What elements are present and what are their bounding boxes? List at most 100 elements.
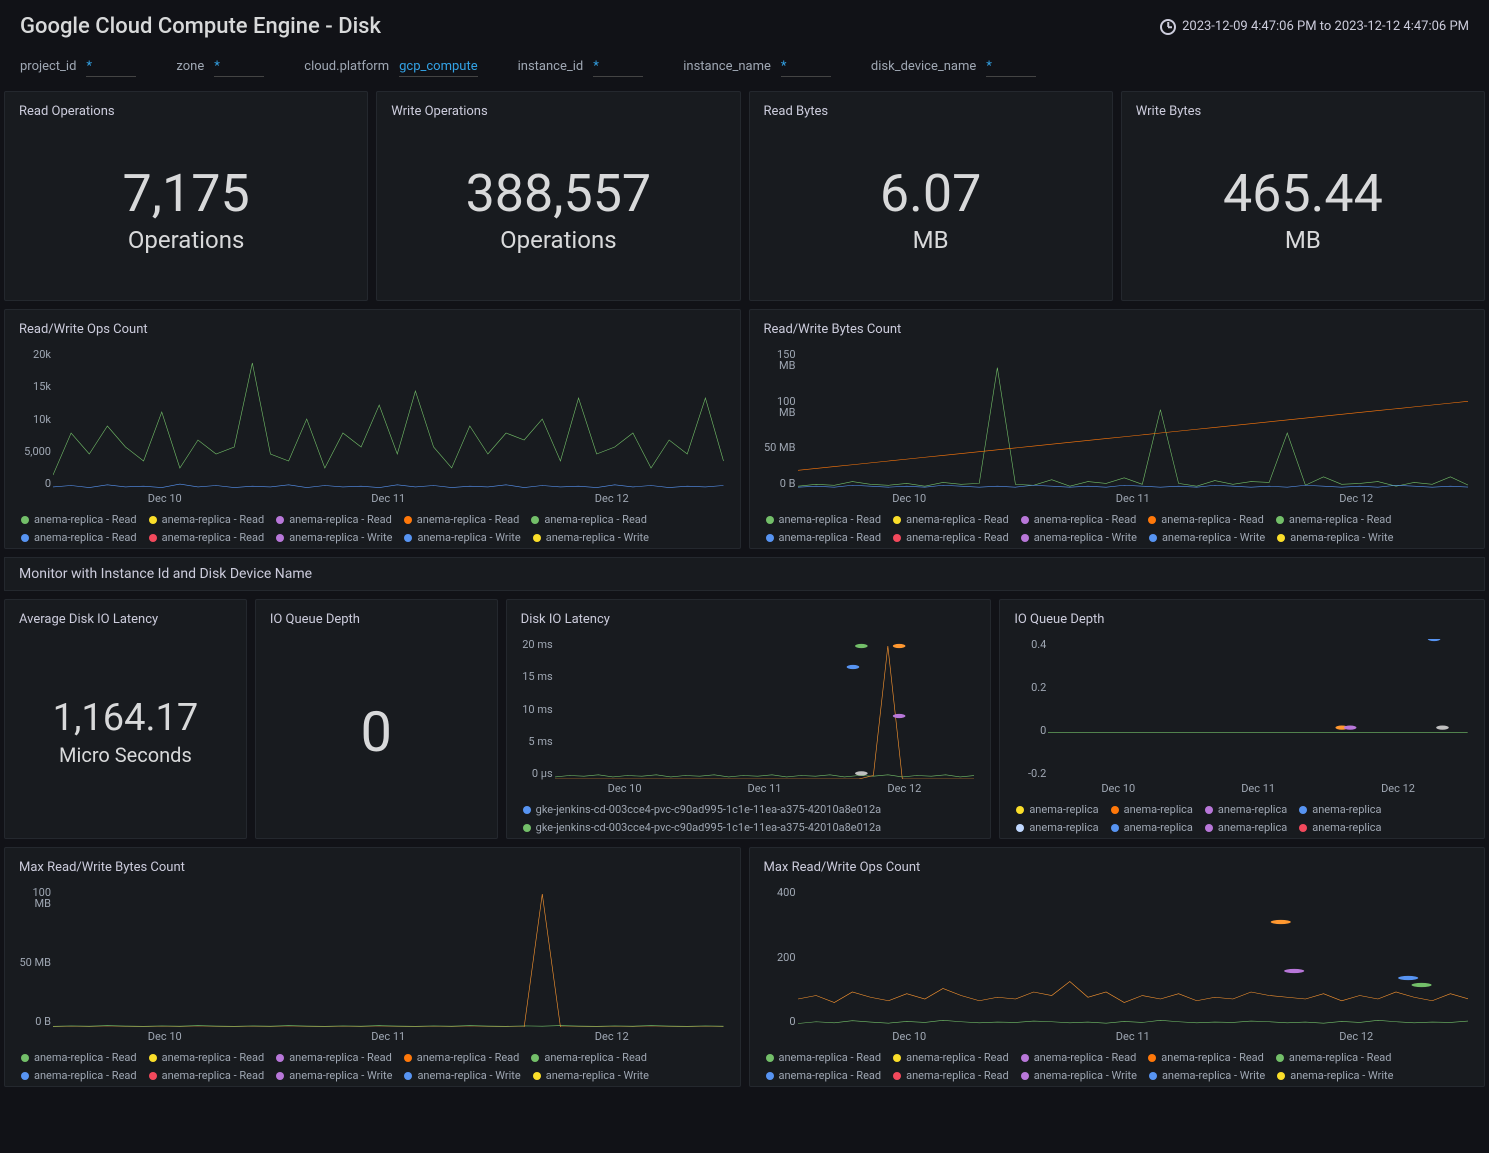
legend-item[interactable]: anema-replica - Read — [766, 1049, 882, 1067]
legend-item[interactable]: anema-replica - Write — [21, 1086, 137, 1087]
filter-disk-device-name[interactable]: disk_device_name * — [871, 59, 1036, 77]
legend-item[interactable]: anema-replica - Read — [766, 1067, 882, 1085]
legend-item[interactable]: anema-replica - Write — [1149, 529, 1265, 547]
section-header-monitor[interactable]: Monitor with Instance Id and Disk Device… — [4, 557, 1485, 591]
legend-item[interactable]: anema-replica - Read — [766, 529, 882, 547]
legend-item[interactable]: anema-replica - Read — [893, 1067, 1009, 1085]
legend-item[interactable]: anema-replica - Write — [766, 1086, 882, 1087]
legend-item[interactable]: anema-replica - Read — [21, 1049, 137, 1067]
legend-item[interactable]: anema-replica - Read — [893, 529, 1009, 547]
legend-item[interactable]: anema-replica — [1299, 801, 1381, 819]
legend-item[interactable]: anema-replica - Write — [404, 529, 520, 547]
legend-item[interactable]: anema-replica - Read — [149, 511, 265, 529]
panel-max-rw-ops[interactable]: Max Read/Write Ops Count 4002000Dec 10De… — [749, 847, 1486, 1087]
panel-write-bytes[interactable]: Write Bytes 465.44 MB — [1121, 91, 1485, 301]
legend-item[interactable]: anema-replica - Write — [276, 1067, 392, 1085]
filter-instance-id[interactable]: instance_id * — [518, 59, 644, 77]
legend-item[interactable]: disk-1 - Read — [1279, 548, 1355, 549]
legend-item[interactable]: anema-replica - Read — [893, 1049, 1009, 1067]
legend-item[interactable]: anema-replica - Read — [21, 529, 137, 547]
legend-item[interactable]: anema-replica - Read — [766, 511, 882, 529]
legend-item[interactable]: anema-replica - Read — [1276, 511, 1392, 529]
legend-item[interactable]: anema-replica - Write — [533, 1067, 649, 1085]
legend-item[interactable]: anema-replica - Read — [149, 529, 265, 547]
legend-item[interactable]: anema-replica - Read — [21, 1067, 137, 1085]
legend-item[interactable]: anema-replica - Write — [1150, 1086, 1266, 1087]
y-tick: -0.2 — [1010, 768, 1046, 779]
legend-item[interactable]: anema-replica - Read — [893, 511, 1009, 529]
legend-item[interactable]: anema-replica - Write — [1279, 1086, 1395, 1087]
legend-item[interactable]: gke-jenkins-cd-003cce4-pvc-c90ad995-1c1e… — [1016, 838, 1375, 839]
panel-max-rw-bytes[interactable]: Max Read/Write Bytes Count 100 MB50 MB0 … — [4, 847, 741, 1087]
legend-item[interactable]: anema-replica - Write — [21, 548, 137, 549]
legend-item[interactable]: anema-replica - Write — [1022, 1086, 1138, 1087]
legend-item[interactable]: anema-replica - Write — [534, 1086, 650, 1087]
legend-item[interactable]: anema-replica - Write — [1277, 529, 1393, 547]
legend-item[interactable]: anema-replica - Write — [894, 548, 1010, 549]
legend-item[interactable]: anema-replica — [1205, 819, 1287, 837]
legend-item[interactable]: anema-replica - Read — [1021, 1049, 1137, 1067]
filter-cloud-platform[interactable]: cloud.platform gcp_compute — [304, 59, 477, 77]
legend-item[interactable]: anema-replica - Write — [149, 1086, 265, 1087]
legend-item[interactable]: gke-jenkins-cd-003cce4-pvc-c90ad995-1c1e… — [523, 801, 882, 819]
legend-item[interactable]: gke-jenkins-cd-003cce4-pvc-c90ad995-1c1e… — [523, 819, 882, 837]
legend-item[interactable]: anema-replica - Read — [531, 1049, 647, 1067]
legend-item[interactable]: anema-replica - Write — [276, 529, 392, 547]
filter-zone[interactable]: zone * — [176, 59, 264, 77]
panel-rw-ops-count[interactable]: Read/Write Ops Count 20k15k10k5,0000Dec … — [4, 309, 741, 549]
legend-item[interactable]: anema-replica - Read — [1021, 511, 1137, 529]
legend-item[interactable]: anema-replica — [1016, 801, 1098, 819]
panel-rw-bytes-count[interactable]: Read/Write Bytes Count 150 MB100 MB50 MB… — [749, 309, 1486, 549]
legend-item[interactable]: anema-replica - Write — [278, 548, 394, 549]
legend-item[interactable]: anema-replica - Write — [894, 1086, 1010, 1087]
legend-item[interactable]: anema-replica - Write — [278, 1086, 394, 1087]
legend-item[interactable]: anema-replica - Write — [533, 529, 649, 547]
legend-item[interactable]: anema-replica — [1205, 801, 1287, 819]
legend-item[interactable]: anema-replica - Write — [1021, 529, 1137, 547]
legend-item[interactable]: anema-replica - Write — [766, 548, 882, 549]
legend-item[interactable]: anema-replica - Read — [404, 511, 520, 529]
legend-item[interactable]: anema-replica - Read — [149, 1049, 265, 1067]
panel-io-queue-depth-stat[interactable]: IO Queue Depth 0 — [255, 599, 498, 839]
legend-label: anema-replica - Read — [34, 511, 137, 529]
legend-item[interactable]: anema-replica - Read — [404, 1049, 520, 1067]
panel-read-operations[interactable]: Read Operations 7,175 Operations — [4, 91, 368, 301]
legend-item[interactable]: anema-replica - Write — [1149, 1067, 1265, 1085]
legend-item[interactable]: anema-replica - Read — [276, 511, 392, 529]
time-range-picker[interactable]: 2023-12-09 4:47:06 PM to 2023-12-12 4:47… — [1160, 19, 1469, 35]
legend-item[interactable]: anema-replica - Write — [406, 548, 522, 549]
legend-item[interactable]: gke-jenkins-cd-003cce4-pvc-c90ad995-1c1e… — [523, 838, 882, 839]
legend-label: gke-jenkins-cd-003cce4-pvc-c90ad995-1c1e… — [536, 801, 882, 819]
legend-item[interactable]: anema-replica — [1111, 801, 1193, 819]
panel-disk-io-latency[interactable]: Disk IO Latency 20 ms15 ms10 ms5 ms0 µsD… — [506, 599, 992, 839]
legend-item[interactable]: anema-replica — [1299, 819, 1381, 837]
legend-item[interactable]: anema-replica - Read — [276, 1049, 392, 1067]
filter-project-id[interactable]: project_id * — [20, 59, 136, 77]
chart-legend: anema-replicaanema-replicaanema-replicaa… — [1008, 801, 1476, 839]
legend-item[interactable]: anema-replica - Read — [1276, 1049, 1392, 1067]
filter-instance-name[interactable]: instance_name * — [683, 59, 831, 77]
legend-item[interactable]: anema-replica — [1111, 819, 1193, 837]
legend-item[interactable]: anema-replica - Write — [404, 1067, 520, 1085]
stat-unit: Operations — [128, 226, 244, 254]
panel-io-queue-depth[interactable]: IO Queue Depth 0.40.20-0.2Dec 10Dec 11De… — [999, 599, 1485, 839]
legend-item[interactable]: anema-replica - Write — [1022, 548, 1138, 549]
legend-item[interactable]: anema-replica - Read — [149, 1067, 265, 1085]
filter-label: instance_id — [518, 59, 584, 74]
panel-write-operations[interactable]: Write Operations 388,557 Operations — [376, 91, 740, 301]
legend-item[interactable]: anema-replica - Write — [149, 548, 265, 549]
legend-item[interactable]: anema-replica - Write — [1150, 548, 1266, 549]
legend-item[interactable]: anema-replica - Write — [406, 1086, 522, 1087]
legend-item[interactable]: anema-replica - Write — [1277, 1067, 1393, 1085]
legend-item[interactable]: anema-replica - Write — [1021, 1067, 1137, 1085]
legend-item[interactable]: anema-replica - Read — [1148, 511, 1264, 529]
legend-item[interactable]: anema-replica — [1016, 819, 1098, 837]
legend-label: anema-replica - Write — [34, 1086, 137, 1087]
panel-read-bytes[interactable]: Read Bytes 6.07 MB — [749, 91, 1113, 301]
panel-avg-disk-io-latency[interactable]: Average Disk IO Latency 1,164.17 Micro S… — [4, 599, 247, 839]
legend-item[interactable]: disk-1 - Read — [534, 548, 610, 549]
legend-item[interactable]: anema-replica - Read — [21, 511, 137, 529]
x-axis: Dec 10Dec 11Dec 12 — [53, 492, 724, 505]
legend-item[interactable]: anema-replica - Read — [1148, 1049, 1264, 1067]
legend-item[interactable]: anema-replica - Read — [531, 511, 647, 529]
